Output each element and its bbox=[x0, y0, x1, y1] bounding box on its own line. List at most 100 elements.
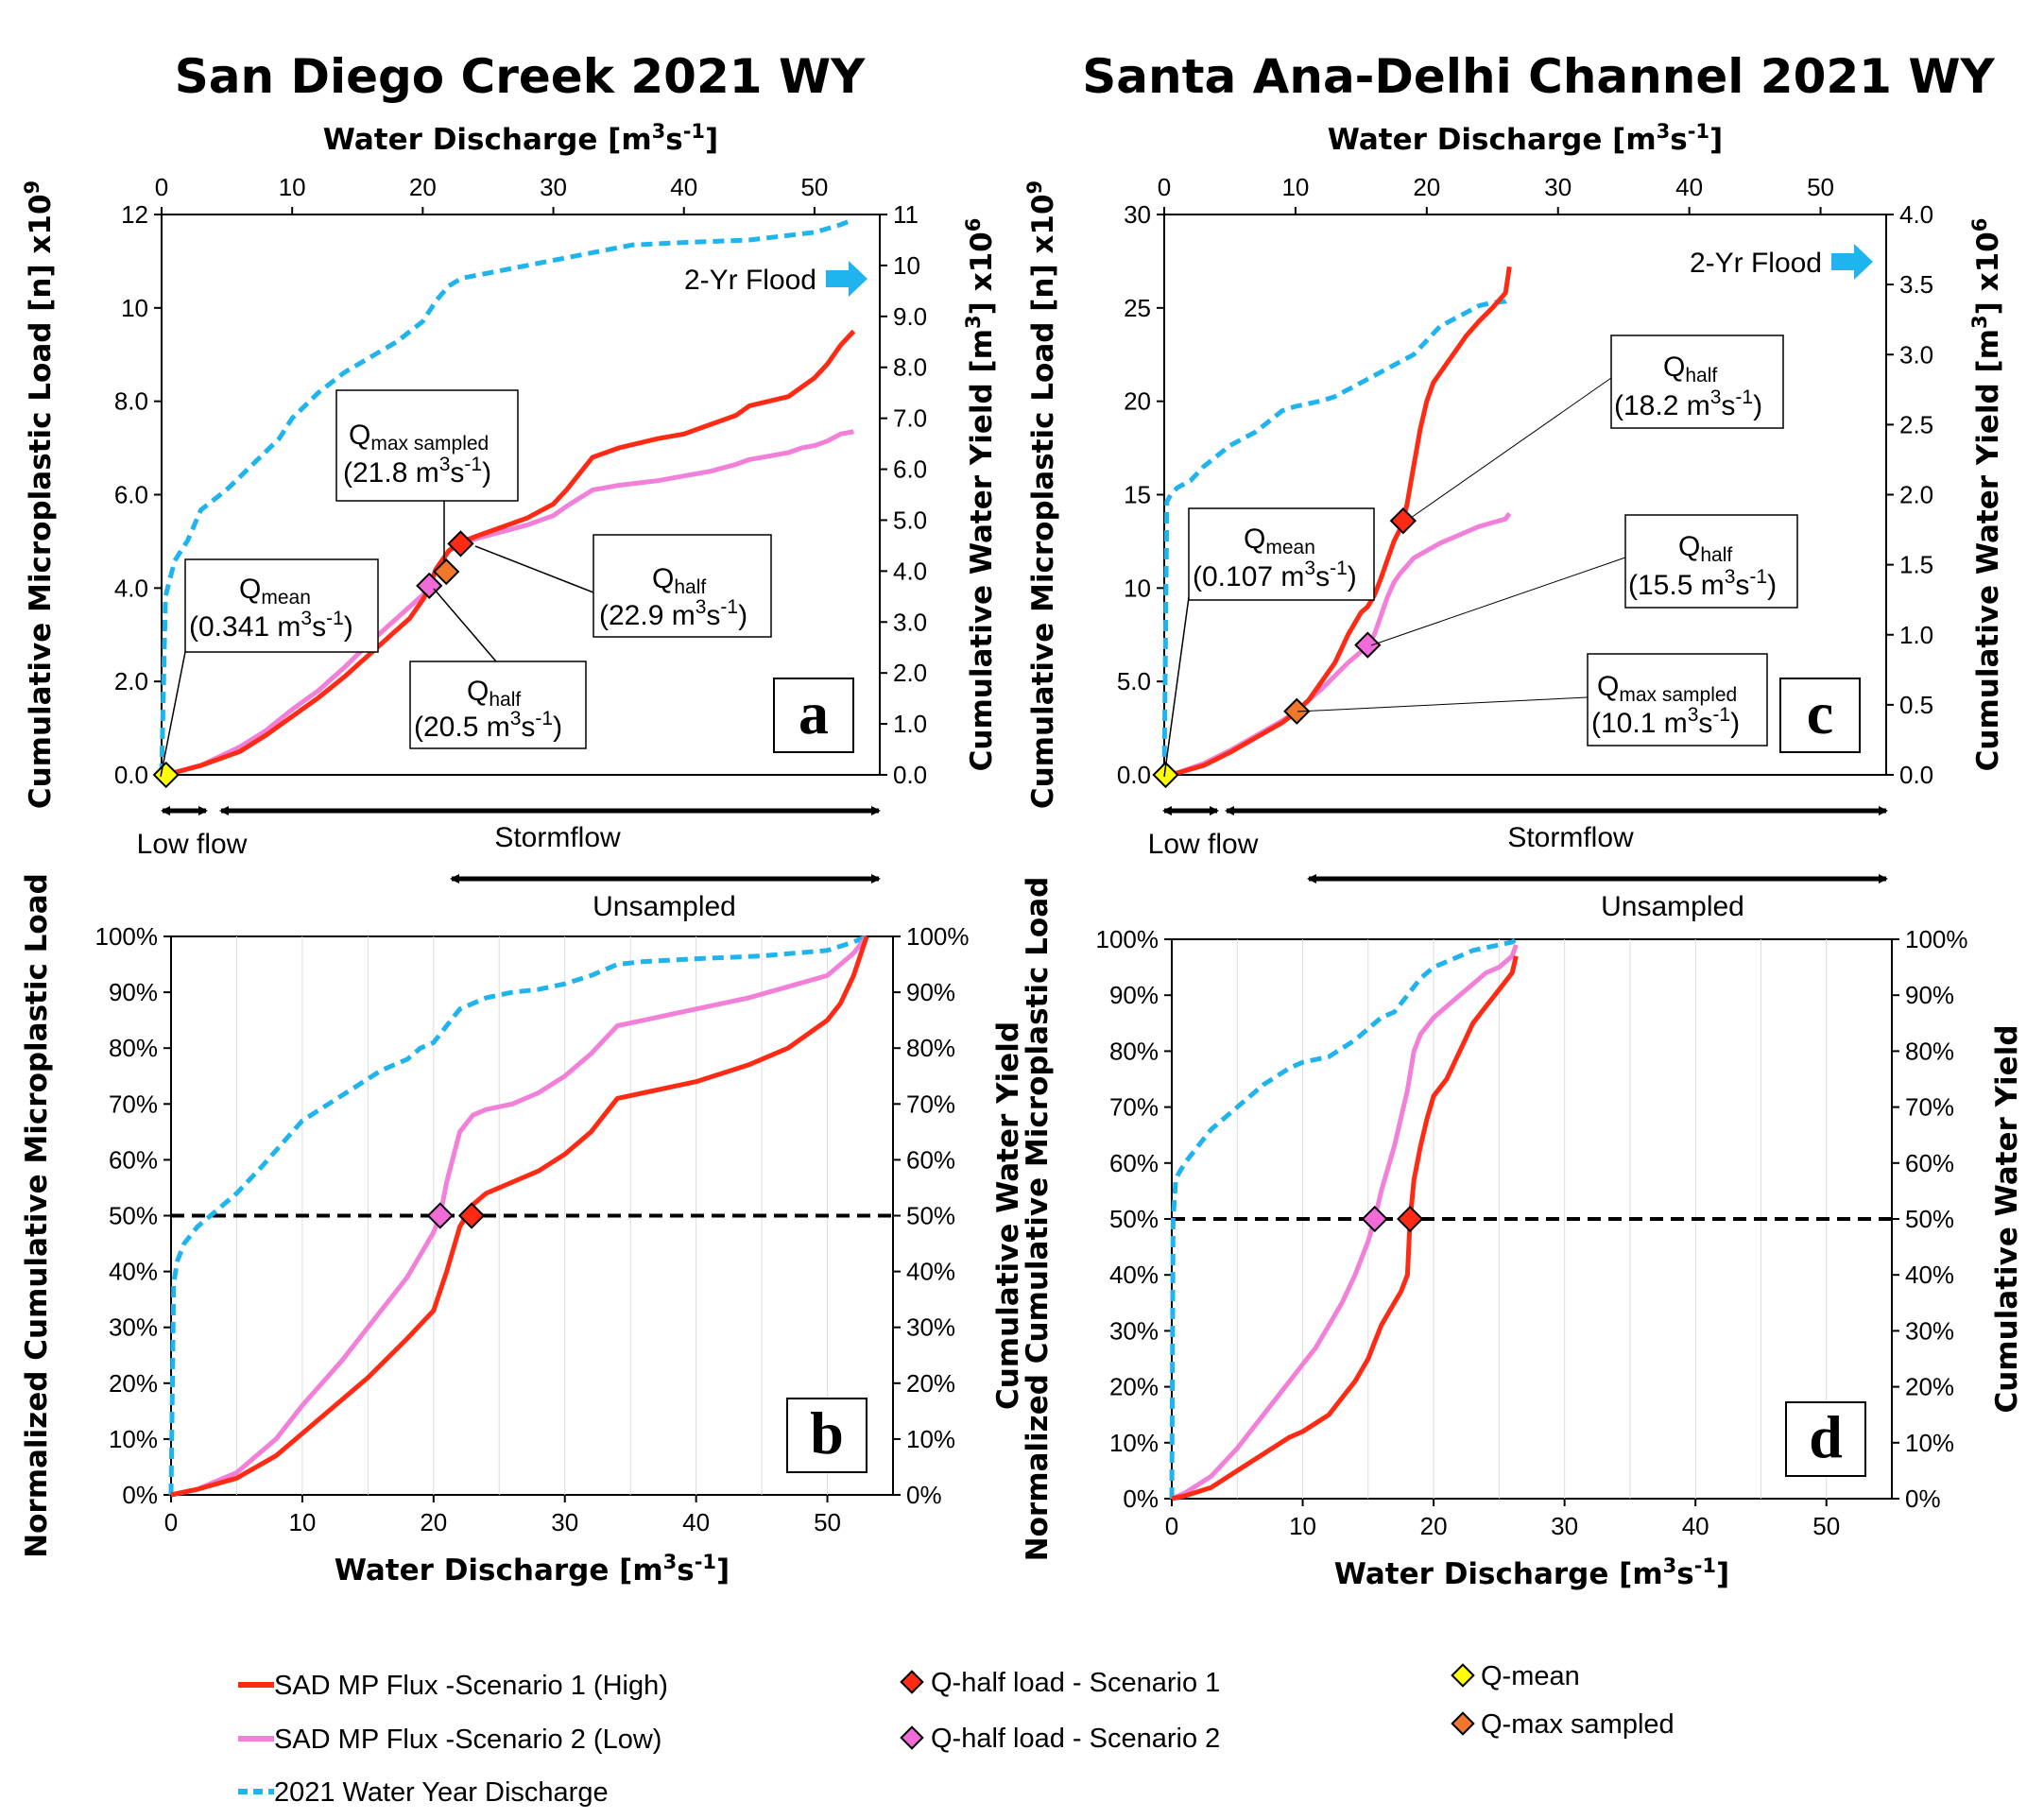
panel-d: 0 10 20 30 40 500%10%20%30%40%50%60%70%80%90%… bbox=[1021, 877, 2024, 1591]
annotation-value: (15.5 m3s-1) bbox=[1628, 566, 1777, 601]
legend-label-qmax: Q-max sampled bbox=[1481, 1709, 1675, 1740]
y2-tick-label: 7.0 bbox=[893, 404, 927, 433]
y2-tick-label: 3.5 bbox=[1899, 270, 1933, 299]
y2-tick-label: 50% bbox=[906, 1202, 955, 1230]
annotation-text: Qhalf bbox=[1678, 531, 1732, 566]
axis-title-part: 3 bbox=[652, 120, 666, 143]
y2-tick-label: 1.5 bbox=[1899, 551, 1933, 579]
legend-label-wy: 2021 Water Year Discharge bbox=[274, 1777, 609, 1808]
y2-tick-label: 4.0 bbox=[893, 557, 927, 585]
axis-title-part: -1 bbox=[1694, 1554, 1716, 1577]
y-tick-label: 12 bbox=[121, 200, 148, 229]
plot-area bbox=[1163, 214, 1887, 776]
label-unsampled-left: Unsampled bbox=[593, 891, 736, 922]
y2-axis-title: Cumulative Water Yield [m3] x106 bbox=[962, 218, 999, 772]
y2-tick-label: 0.5 bbox=[1899, 691, 1933, 719]
legend-label-qhalf1: Q-half load - Scenario 1 bbox=[931, 1668, 1220, 1698]
annotation-value: (0.341 m3s-1) bbox=[189, 608, 353, 643]
x-tick-label: 30 bbox=[1551, 1512, 1578, 1540]
y-tick-label: 70% bbox=[1109, 1093, 1159, 1122]
marker-qmean bbox=[152, 761, 180, 789]
annotation-box bbox=[1587, 653, 1768, 746]
y2-tick-label: 2.0 bbox=[1899, 481, 1933, 509]
panel-label-box bbox=[773, 678, 854, 753]
series-scenario1-line bbox=[1163, 266, 1512, 778]
y2-tick-label: 20% bbox=[906, 1369, 955, 1398]
annotation-c-qmean: Qmean (0.107 m3s-1) bbox=[1163, 507, 1375, 778]
annotation-a-qmean: Qmean (0.341 m3s-1) bbox=[160, 558, 379, 778]
axis-title-part: s bbox=[1676, 1557, 1693, 1591]
y2-tick-label: 1.0 bbox=[1899, 621, 1933, 649]
y2-tick-label: 2.0 bbox=[893, 659, 927, 687]
marker-qmax-sampled bbox=[433, 558, 460, 586]
y-tick-label: 10 bbox=[1124, 574, 1151, 602]
annotation-text: Qhalf bbox=[467, 676, 521, 711]
legend-label-s1: SAD MP Flux -Scenario 1 (High) bbox=[274, 1671, 668, 1701]
panel-label-box bbox=[1779, 678, 1861, 753]
leader-a-qmean bbox=[160, 651, 186, 778]
title-right: Santa Ana-Delhi Channel 2021 WY bbox=[1082, 49, 1995, 104]
y2-tick-label: 70% bbox=[1905, 1093, 1954, 1122]
annotation-box bbox=[593, 534, 772, 638]
y-tick-label: 40% bbox=[1109, 1261, 1159, 1289]
y2-tick-label: 90% bbox=[906, 978, 955, 1006]
y-tick-label: 5.0 bbox=[1117, 667, 1151, 695]
y2-tick-label: 9.0 bbox=[893, 302, 927, 331]
two-yr-flood-left: 2-Yr Flood bbox=[684, 261, 867, 297]
axis-title-part: Cumulative Water Yield [m bbox=[965, 329, 999, 771]
y2-tick-label: 10% bbox=[1905, 1429, 1954, 1457]
two-yr-flood-arrow-left bbox=[826, 261, 867, 297]
y2-tick-label: 60% bbox=[1905, 1149, 1954, 1177]
annotation-value: (0.107 m3s-1) bbox=[1193, 558, 1357, 592]
leader-c-qhalf1 bbox=[1410, 377, 1612, 519]
y-tick-label: 8.0 bbox=[114, 387, 148, 416]
label-unsampled-right: Unsampled bbox=[1601, 891, 1744, 922]
annotation-box bbox=[1610, 335, 1784, 429]
y-tick-label: 10% bbox=[109, 1425, 158, 1453]
y2-tick-label: 70% bbox=[906, 1090, 955, 1118]
annotation-a-qhalf2: Qhalf (20.5 m3s-1) bbox=[409, 588, 587, 749]
y-tick-label: 50% bbox=[1109, 1205, 1159, 1233]
series-discharge-line bbox=[1169, 936, 1518, 1500]
y2-axis-title: Cumulative Water Yield [m3] x106 bbox=[1968, 218, 2005, 772]
marker-qhalf-scenario1 bbox=[1397, 1205, 1424, 1233]
label-stormflow-left: Stormflow bbox=[494, 822, 621, 853]
x-tick-label: 20 bbox=[420, 1508, 447, 1536]
axis-title-part: -1 bbox=[1688, 120, 1709, 143]
x-tick-label: 0 bbox=[155, 173, 168, 201]
y-tick-label: 0% bbox=[1123, 1484, 1159, 1513]
y-tick-label: 15 bbox=[1124, 481, 1151, 509]
axis-title-part: 6 bbox=[1968, 218, 1991, 232]
panel-b: 0 10 20 30 40 500%10%20%30%40%50%60%70%80%90%… bbox=[20, 873, 1025, 1587]
label-lowflow-left: Low flow bbox=[137, 829, 248, 860]
x-tick-label: 10 bbox=[1289, 1512, 1316, 1540]
annotation-c-qhalf1: Qhalf (18.2 m3s-1) bbox=[1410, 335, 1784, 519]
marker-qhalf-scenario1 bbox=[457, 1202, 486, 1229]
legend-marker-qhalf2 bbox=[900, 1725, 924, 1750]
x-tick-label: 20 bbox=[1420, 1512, 1448, 1540]
x-tick-label: 0 bbox=[164, 1508, 178, 1536]
annotation-value: (18.2 m3s-1) bbox=[1614, 386, 1762, 421]
x-tick-label: 50 bbox=[1807, 173, 1834, 201]
y2-tick-label: 0.0 bbox=[893, 761, 927, 789]
y2-tick-label: 6.0 bbox=[893, 455, 927, 484]
annotation-a-qmax: Qmax sampled (21.8 m3s-1) bbox=[335, 389, 519, 562]
y2-tick-label: 3.0 bbox=[893, 608, 927, 636]
y-tick-label: 60% bbox=[1109, 1149, 1159, 1177]
y2-tick-label: 0.0 bbox=[1899, 761, 1933, 789]
legend-label-qhalf2: Q-half load - Scenario 2 bbox=[931, 1724, 1220, 1754]
y-tick-label: 0.0 bbox=[114, 761, 148, 789]
range-arrows-right: Low flow Stormflow Unsampled bbox=[1148, 806, 1888, 922]
axis-title-part: 3 bbox=[962, 315, 985, 329]
y2-tick-label: 80% bbox=[1905, 1037, 1954, 1065]
x-tick-label: 10 bbox=[1281, 173, 1309, 201]
axis-title-part: s bbox=[677, 1553, 694, 1587]
y-tick-label: 6.0 bbox=[114, 481, 148, 509]
y2-tick-label: 30% bbox=[1905, 1316, 1954, 1345]
y2-tick-label: 30% bbox=[906, 1313, 955, 1342]
marker-qhalf-scenario2 bbox=[1354, 631, 1382, 659]
x-tick-label: 40 bbox=[670, 173, 697, 201]
series-scenario1-line bbox=[170, 935, 869, 1498]
x-tick-label: 0 bbox=[1165, 1512, 1178, 1540]
axis-title-part: Cumulative Water Yield [m bbox=[1971, 329, 2005, 771]
